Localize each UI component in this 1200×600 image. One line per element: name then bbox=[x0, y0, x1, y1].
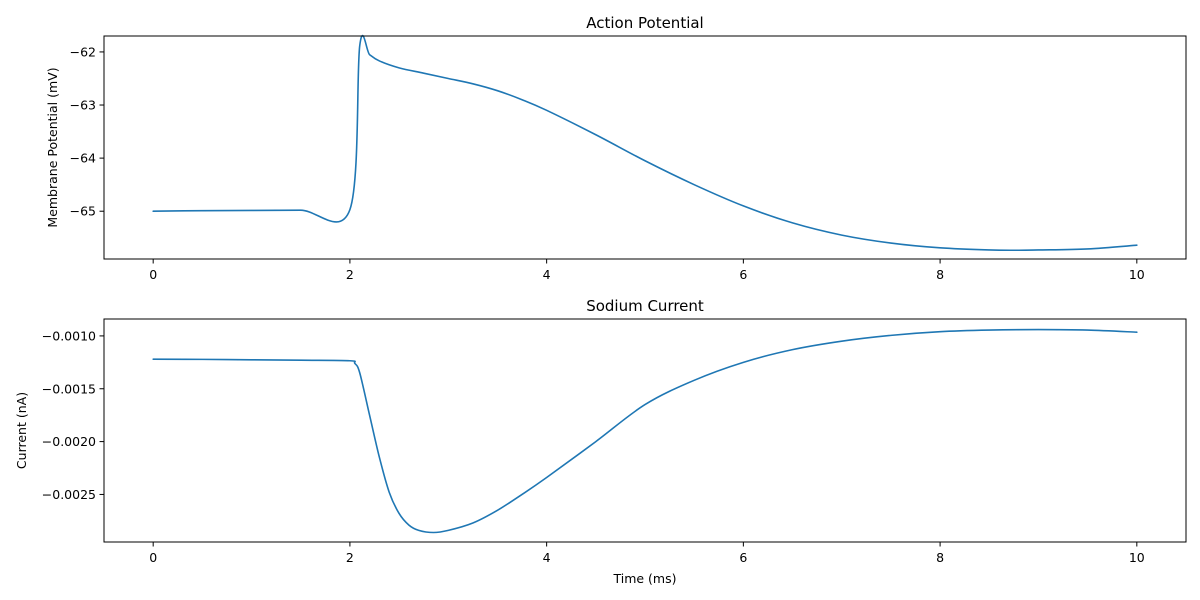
series-line bbox=[152, 34, 1138, 252]
axis-ticks: 0 2 4 6 8 10 −62 −63 −64 −65 bbox=[70, 44, 1145, 282]
y-tick-label: −62 bbox=[70, 44, 96, 59]
x-tick-label: 4 bbox=[543, 550, 551, 565]
y-axis-label: Membrane Potential (mV) bbox=[45, 67, 60, 227]
x-tick-label: 0 bbox=[149, 550, 157, 565]
x-tick-label: 0 bbox=[149, 267, 157, 282]
x-axis-label: Time (ms) bbox=[612, 571, 676, 586]
y-tick-label: −64 bbox=[70, 151, 96, 166]
x-tick-label: 6 bbox=[739, 267, 747, 282]
y-tick-label: −0.0015 bbox=[42, 381, 96, 396]
y-tick-label: −0.0010 bbox=[42, 328, 96, 343]
y-tick-label: −0.0025 bbox=[42, 487, 96, 502]
x-tick-label: 2 bbox=[346, 550, 354, 565]
y-tick-label: −65 bbox=[70, 204, 96, 219]
subplot-title: Sodium Current bbox=[586, 297, 704, 315]
x-tick-label: 6 bbox=[739, 550, 747, 565]
subplot-title: Action Potential bbox=[586, 14, 703, 32]
x-tick-label: 4 bbox=[543, 267, 551, 282]
x-tick-label: 2 bbox=[346, 267, 354, 282]
x-tick-label: 10 bbox=[1129, 267, 1145, 282]
series-line bbox=[152, 328, 1138, 534]
subplot-sodium-current: Sodium Current Current (nA) Time (ms) 0 2… bbox=[14, 297, 1187, 586]
y-axis-label: Current (nA) bbox=[14, 392, 29, 469]
x-tick-label: 8 bbox=[936, 267, 944, 282]
x-tick-label: 8 bbox=[936, 550, 944, 565]
plot-frame bbox=[103, 35, 1187, 260]
subplot-action-potential: Action Potential Membrane Potential (mV)… bbox=[45, 14, 1187, 282]
x-tick-label: 10 bbox=[1129, 550, 1145, 565]
y-tick-label: −0.0020 bbox=[42, 434, 96, 449]
plot-frame bbox=[103, 318, 1187, 543]
axis-ticks: 0 2 4 6 8 10 −0.0010 −0.0015 −0.0020 −0.0025 bbox=[42, 328, 1145, 565]
y-tick-label: −63 bbox=[70, 98, 96, 113]
